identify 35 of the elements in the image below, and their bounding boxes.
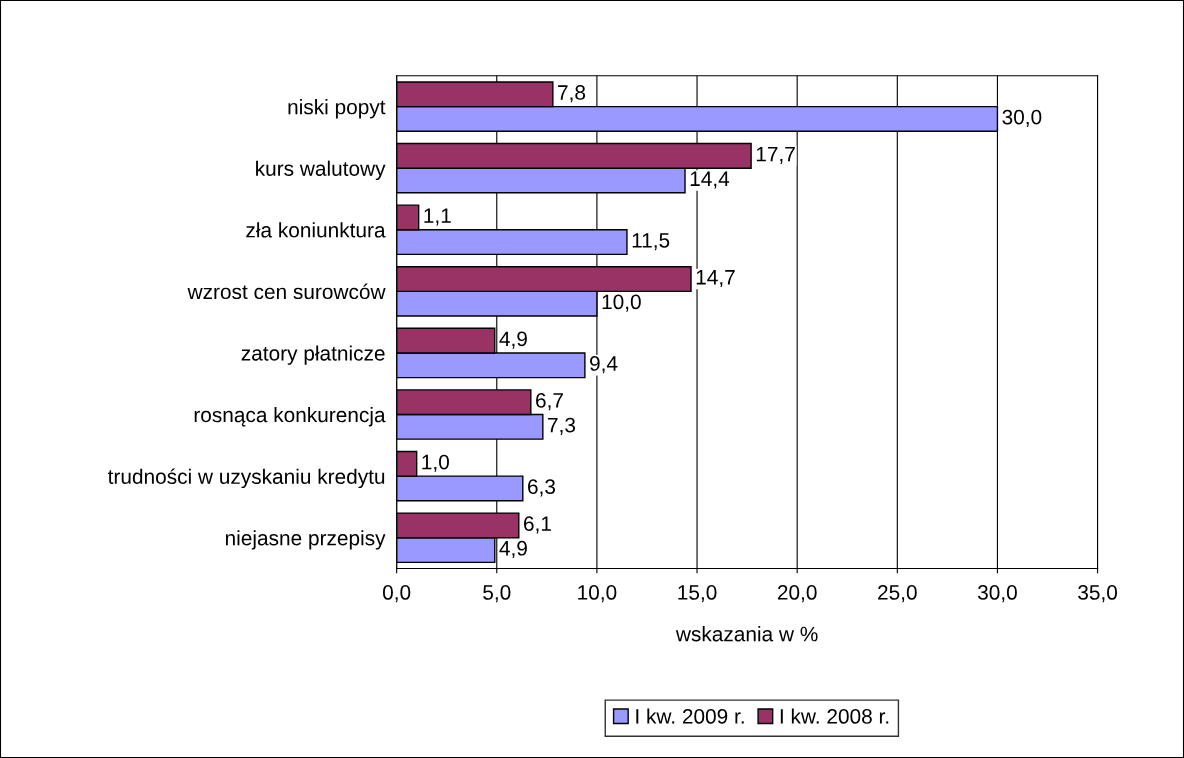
data-label: 6,7 bbox=[536, 393, 563, 411]
y-tick-label: wzrost cen surowców bbox=[187, 283, 386, 300]
y-tick-label: rosnąca konkurencja bbox=[194, 406, 386, 427]
data-label: 1,0 bbox=[422, 454, 449, 472]
x-tick-label: 15,0 bbox=[678, 585, 717, 603]
data-label: 1,1 bbox=[424, 208, 451, 226]
data-label: 6,1 bbox=[524, 516, 551, 534]
data-label: 6,3 bbox=[528, 479, 556, 497]
data-label: 9,4 bbox=[590, 356, 618, 374]
x-tick-label: 25,0 bbox=[878, 585, 917, 603]
x-tick-label: 5,0 bbox=[483, 585, 511, 603]
y-tick-label: zatory płatnicze bbox=[241, 345, 385, 365]
y-tick-label: trudności w uzyskaniu kredytu bbox=[107, 468, 385, 489]
legend-label: I kw. 2009 r. bbox=[636, 708, 744, 724]
x-axis-title: wskazania w % bbox=[675, 626, 818, 642]
x-tick-label: 35,0 bbox=[1078, 585, 1118, 603]
data-label: 30,0 bbox=[1002, 109, 1042, 127]
y-tick-label: niejasne przepisy bbox=[225, 530, 386, 550]
data-label: 4,9 bbox=[499, 331, 527, 349]
data-label: 11,5 bbox=[632, 233, 670, 251]
data-label: 4,9 bbox=[499, 540, 527, 559]
x-tick-label: 0,0 bbox=[382, 585, 411, 603]
data-label: 14,7 bbox=[696, 270, 735, 288]
y-tick-label: kurs walutowy bbox=[256, 160, 386, 181]
data-label: 7,3 bbox=[548, 417, 576, 435]
data-label: 7,8 bbox=[558, 85, 586, 103]
x-tick-label: 20,0 bbox=[777, 585, 817, 603]
data-label: 14,4 bbox=[690, 171, 730, 189]
y-tick-label: zła koniunktura bbox=[246, 222, 386, 238]
data-label: 10,0 bbox=[602, 294, 641, 312]
x-tick-label: 30,0 bbox=[977, 585, 1017, 603]
x-tick-label: 10,0 bbox=[578, 585, 617, 603]
legend-label: I kw. 2008 r. bbox=[780, 708, 889, 724]
y-tick-label: niski popyt bbox=[288, 99, 386, 119]
data-label: 17,7 bbox=[756, 146, 795, 164]
